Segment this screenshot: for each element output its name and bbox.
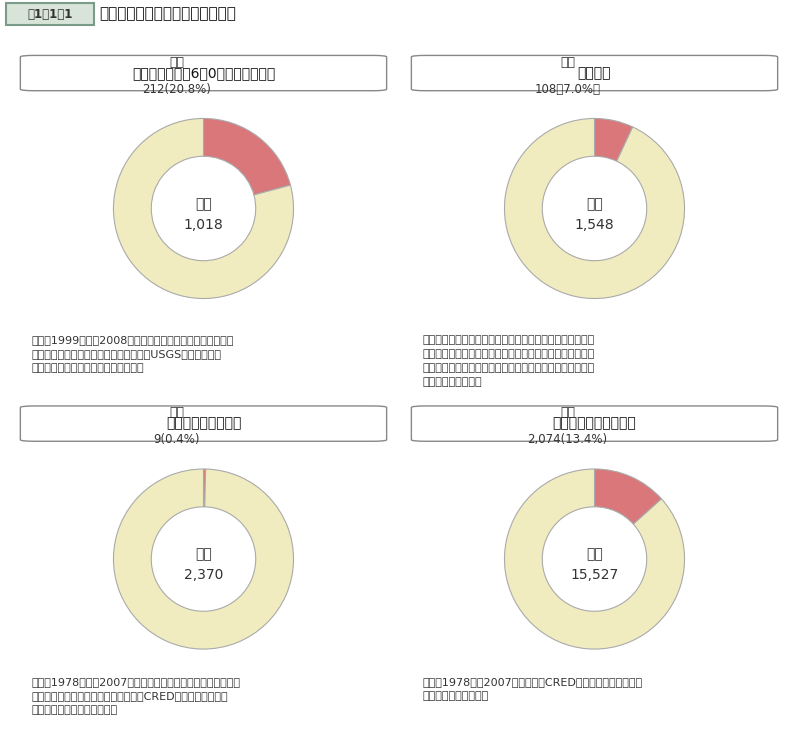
Text: 災害被害額（億ドル）: 災害被害額（億ドル）	[553, 417, 636, 430]
Text: 災害死者数（千人）: 災害死者数（千人）	[166, 417, 241, 430]
Text: 日本: 日本	[560, 55, 575, 69]
Text: 活火山数: 活火山数	[578, 66, 611, 80]
FancyBboxPatch shape	[412, 55, 777, 91]
Text: 世界: 世界	[587, 548, 602, 562]
Text: 世界: 世界	[196, 197, 211, 211]
Text: 15,527: 15,527	[571, 568, 618, 582]
FancyBboxPatch shape	[6, 3, 94, 25]
Text: 1,548: 1,548	[575, 218, 614, 232]
Wedge shape	[504, 469, 685, 649]
Wedge shape	[595, 119, 633, 161]
Text: 図1－1－1: 図1－1－1	[28, 7, 73, 21]
Wedge shape	[203, 469, 206, 507]
Text: 注）　1999年から2008年の合計。日本については気象庁，
　　　世界については米国地質調査所（USGS）の震源資料
　　　をもとに内閣府において作成。: 注） 1999年から2008年の合計。日本については気象庁， 世界については米国…	[31, 335, 234, 373]
Text: 日本: 日本	[560, 406, 575, 419]
Text: 日本: 日本	[169, 55, 184, 69]
Text: 注）　活火山は過去およそ一万年以内に噴火した火山等。
　　　日本については気象庁，世界については米国のスミ
　　　ソニアン自然史博物館の火山資料をもとに内閣府に: 注） 活火山は過去およそ一万年以内に噴火した火山等。 日本については気象庁，世界…	[422, 335, 595, 387]
Text: 注）　1978から2007年の合計。CREDの資料をもとに内閣府
　　　において作成。: 注） 1978から2007年の合計。CREDの資料をもとに内閣府 において作成。	[422, 677, 642, 700]
Text: 212(20.8%): 212(20.8%)	[142, 83, 211, 96]
FancyBboxPatch shape	[412, 406, 777, 441]
FancyBboxPatch shape	[20, 55, 386, 91]
Text: 注）　1978年から2007年の合計。ベルギー・ルーバン・カト
　　　リック大学疫学研究センター（CRED）の資料をもとに
　　　内閣府において作成。: 注） 1978年から2007年の合計。ベルギー・ルーバン・カト リック大学疫学研…	[31, 677, 240, 714]
Text: マグニチュード6．0以上の地震回数: マグニチュード6．0以上の地震回数	[132, 66, 275, 80]
Text: 世界: 世界	[196, 548, 211, 562]
Wedge shape	[113, 119, 294, 298]
Text: 2,370: 2,370	[184, 568, 223, 582]
Text: 108（7.0%）: 108（7.0%）	[535, 83, 601, 96]
Wedge shape	[595, 469, 662, 524]
Text: 1,018: 1,018	[184, 218, 223, 232]
Wedge shape	[113, 469, 294, 649]
FancyBboxPatch shape	[20, 406, 386, 441]
Wedge shape	[203, 119, 290, 195]
Text: 日本: 日本	[169, 406, 184, 419]
Text: 9(0.4%): 9(0.4%)	[153, 433, 200, 446]
Text: 世界: 世界	[587, 197, 602, 211]
Wedge shape	[504, 119, 685, 298]
Text: 2,074(13.4%): 2,074(13.4%)	[527, 433, 607, 446]
Text: 世界の災害に比較する日本の災害: 世界の災害に比較する日本の災害	[100, 7, 237, 21]
